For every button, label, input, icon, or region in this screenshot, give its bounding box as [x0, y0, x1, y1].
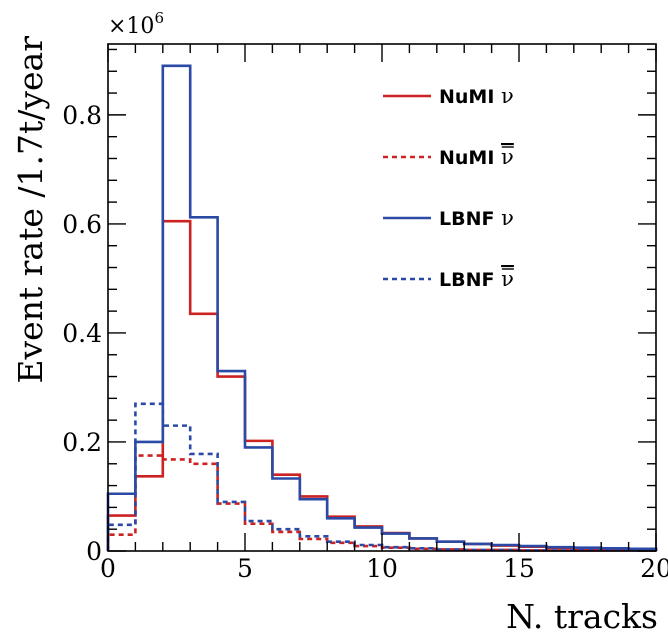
y-multiplier-exponent: 6 — [154, 9, 164, 27]
x-tick-label: 10 — [366, 554, 398, 583]
legend-label-2: NuMI ν — [439, 145, 514, 169]
series-2-step-line — [106, 454, 658, 552]
y-tick-label: 0.6 — [62, 210, 102, 239]
legend-label-3: LBNF ν — [439, 206, 514, 230]
x-tick-label: 20 — [640, 554, 668, 583]
y-multiplier-base: ×10 — [108, 14, 154, 39]
y-tick-label: 0 — [86, 537, 102, 566]
series-1-step-line — [106, 219, 658, 551]
y-axis-title: Event rate /1.7t/year — [11, 36, 50, 384]
y-tick-label: 0.4 — [62, 319, 102, 348]
y-multiplier: ×106 — [108, 9, 164, 39]
x-tick-label: 5 — [237, 554, 253, 583]
legend-label-1: NuMI ν — [439, 84, 514, 108]
x-axis-title: N. tracks — [506, 597, 658, 636]
legend-label-4: LBNF ν — [439, 267, 514, 291]
axes-layer: 0 5 10 15 20 0 0.2 0.4 0.6 0.8 — [62, 43, 668, 583]
y-tick-label: 0.2 — [62, 428, 102, 457]
x-tick-label: 15 — [503, 554, 535, 583]
x-tick-label: 0 — [100, 554, 116, 583]
series-layer — [106, 64, 658, 552]
legend: NuMI ν NuMI ν LBNF ν LBNF ν — [383, 84, 514, 291]
y-tick-label: 0.8 — [62, 101, 102, 130]
